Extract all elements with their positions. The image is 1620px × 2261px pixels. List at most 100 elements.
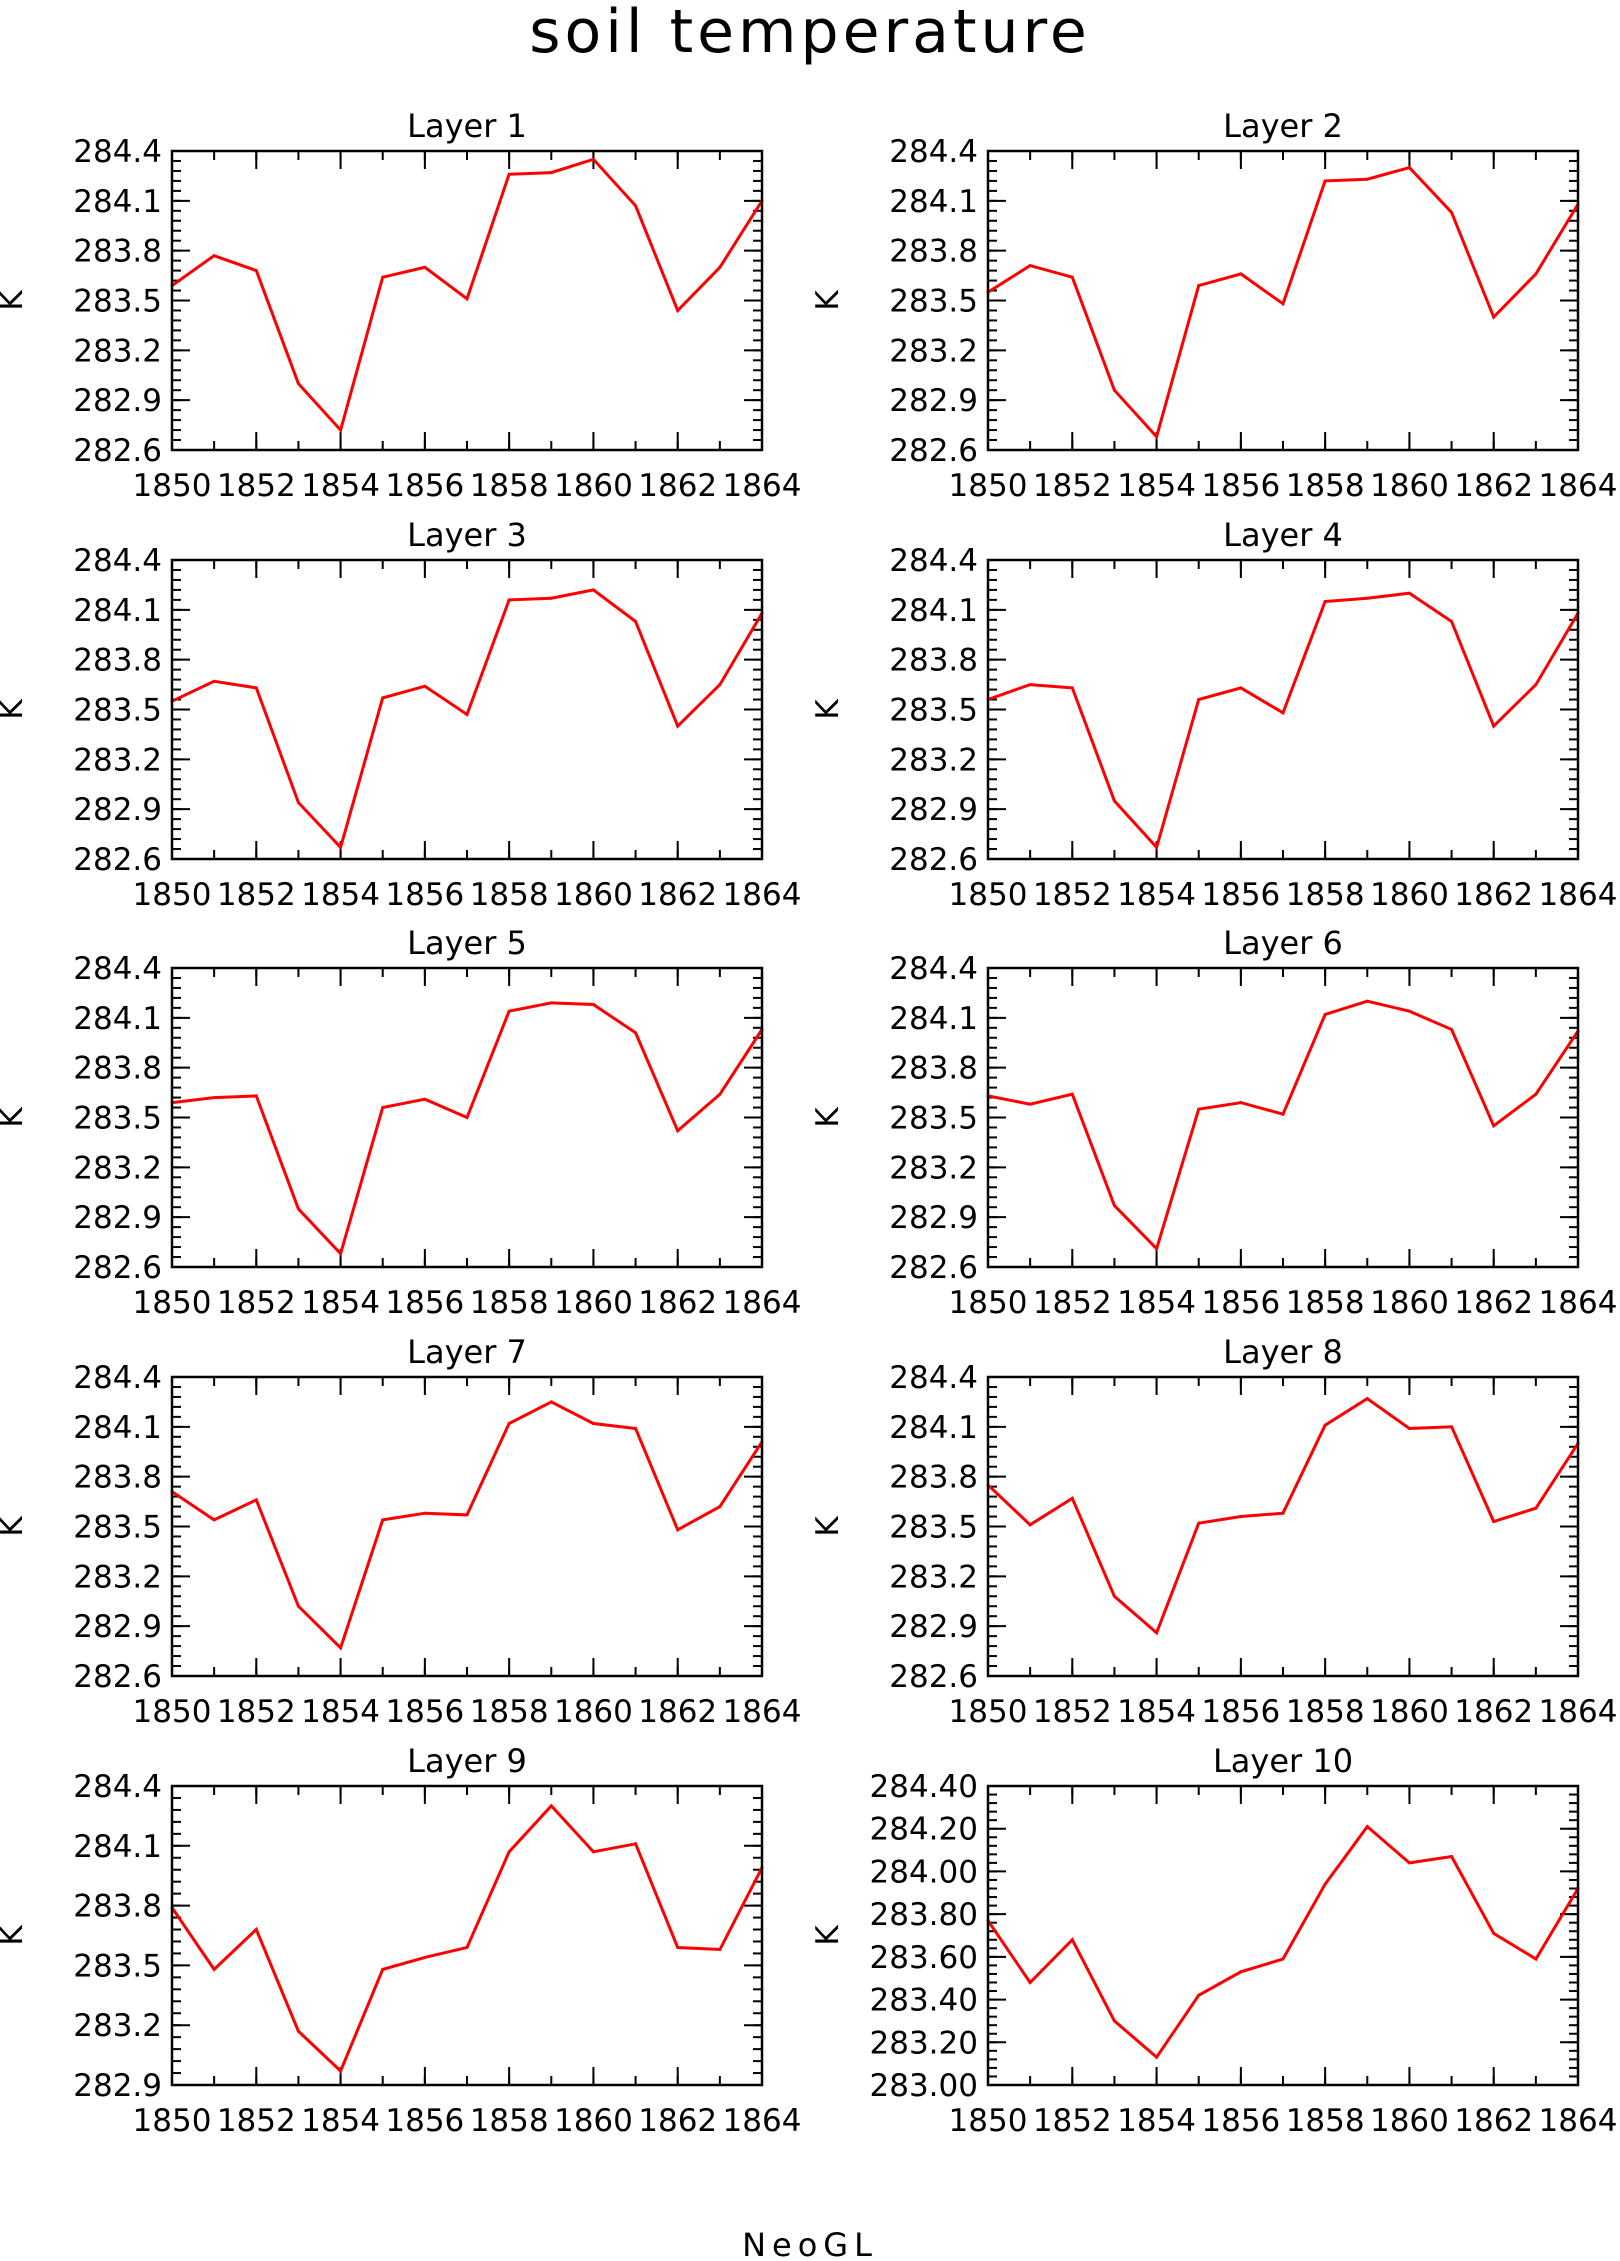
x-tick-label: 1864 xyxy=(723,2103,802,2139)
data-point xyxy=(1450,210,1454,214)
x-tick-label: 1854 xyxy=(1117,2103,1196,2139)
y-tick-label: 283.2 xyxy=(73,1150,162,1186)
y-tick-label: 283.8 xyxy=(889,643,978,679)
plot-frame xyxy=(170,1784,764,2087)
x-tick-label: 1856 xyxy=(1201,877,1280,913)
plot-frame xyxy=(170,558,764,861)
data-point xyxy=(1155,1247,1159,1251)
y-tick-label: 284.1 xyxy=(73,1829,162,1865)
data-point xyxy=(296,1604,300,1608)
x-tick-label: 1864 xyxy=(723,1285,802,1321)
series-line xyxy=(171,1400,764,1651)
x-tick-label: 1860 xyxy=(1370,877,1449,913)
y-tick-label: 282.9 xyxy=(73,383,162,419)
panel-layer-8: Layer 8 K 1850 1852 1854 1856 1858 1860 1862 1864… xyxy=(810,1333,1617,1730)
data-point xyxy=(296,1207,300,1211)
data-point xyxy=(1407,591,1411,595)
x-tick-label: 1862 xyxy=(1454,1694,1533,1730)
data-point xyxy=(1492,1931,1496,1935)
x-tick-label: 1850 xyxy=(133,1694,212,1730)
y-tick-label: 283.8 xyxy=(889,1051,978,1087)
data-point xyxy=(339,2069,343,2073)
y-tick-label: 284.4 xyxy=(889,543,978,579)
data-point xyxy=(1407,1426,1411,1430)
data-point xyxy=(1365,177,1369,181)
panel-layer-4: Layer 4 K 1850 1852 1854 1856 1858 1860 1862 1864… xyxy=(810,516,1617,913)
y-tick-label: 284.1 xyxy=(73,184,162,220)
panel-layer-9: Layer 9 K 18501852185418561858186018621864… xyxy=(0,1742,801,2139)
data-point xyxy=(591,1850,595,1854)
data-point xyxy=(591,157,595,161)
plot-frame xyxy=(986,1375,1580,1678)
series-line xyxy=(987,165,1580,440)
panels: Layer 1K18501852185418561858186018621864… xyxy=(0,107,1617,2139)
x-tick-label: 1864 xyxy=(1539,2103,1618,2139)
x-tick-label: 1858 xyxy=(1286,468,1365,504)
y-tick-label: 284.4 xyxy=(73,1769,162,1805)
y-tick-label: 284.00 xyxy=(870,1854,978,1890)
y-tick-label: 283.5 xyxy=(73,1510,162,1546)
x-tick-label: 1856 xyxy=(385,468,464,504)
data-point xyxy=(1281,1112,1285,1116)
x-tick-label: 1860 xyxy=(1370,2103,1449,2139)
series-line xyxy=(171,1001,764,1257)
y-tick-label: 283.5 xyxy=(889,693,978,729)
series-line xyxy=(987,591,1580,851)
data-point xyxy=(1155,845,1159,849)
x-tick-label: 1852 xyxy=(217,1285,296,1321)
x-tick-label: 1852 xyxy=(1033,468,1112,504)
panel-layer-5: Layer 5 K 18501852185418561858186018621864… xyxy=(0,924,801,1321)
x-tick-label: 1862 xyxy=(638,1285,717,1321)
data-point xyxy=(507,172,511,176)
y-tick-label: 283.2 xyxy=(889,1150,978,1186)
panel-title: Layer 4 xyxy=(1223,516,1343,554)
x-tick-label: 1856 xyxy=(385,877,464,913)
y-tick-label: 284.4 xyxy=(889,1360,978,1396)
data-point xyxy=(1534,1506,1538,1510)
data-point xyxy=(1407,166,1411,170)
data-point xyxy=(507,598,511,602)
x-tick-label: 1856 xyxy=(385,2103,464,2139)
x-tick-label: 1858 xyxy=(470,877,549,913)
panel-layer-3: Layer 3 K 18501852185418561858186018621864… xyxy=(0,516,801,913)
x-tick-label: 1852 xyxy=(217,2103,296,2139)
data-point xyxy=(212,679,216,683)
data-point xyxy=(1281,1957,1285,1961)
x-tick-label: 1856 xyxy=(1201,2103,1280,2139)
y-tick-label: 282.6 xyxy=(73,1250,162,1286)
y-tick-label: 282.6 xyxy=(889,842,978,878)
data-point xyxy=(591,588,595,592)
x-tick-label: 1860 xyxy=(554,1694,633,1730)
x-tick-label: 1856 xyxy=(1201,1694,1280,1730)
data-point xyxy=(1028,683,1032,687)
plot-frame xyxy=(986,558,1580,861)
data-point xyxy=(212,1967,216,1971)
y-tick-label: 283.5 xyxy=(73,284,162,320)
data-point xyxy=(1197,1521,1201,1525)
data-point xyxy=(1450,619,1454,623)
y-axis-label: K xyxy=(0,1516,30,1537)
y-tick-label: 284.1 xyxy=(73,1001,162,1037)
y-tick-label: 283.2 xyxy=(73,333,162,369)
panel-title: Layer 9 xyxy=(407,1742,527,1780)
panel-title: Layer 6 xyxy=(1223,924,1343,962)
data-point xyxy=(1197,1993,1201,1997)
data-point xyxy=(1365,1825,1369,1829)
y-tick-label: 283.5 xyxy=(73,1101,162,1137)
x-tick-label: 1850 xyxy=(133,877,212,913)
x-tick-label: 1860 xyxy=(554,877,633,913)
x-tick-label: 1858 xyxy=(1286,1694,1365,1730)
panel-title: Layer 5 xyxy=(407,924,527,962)
data-point xyxy=(676,1528,680,1532)
panel-layer-7: Layer 7 K 18501852185418561858186018621864… xyxy=(0,1333,801,1730)
data-point xyxy=(381,696,385,700)
y-tick-label: 284.4 xyxy=(73,134,162,170)
x-tick-label: 1862 xyxy=(1454,2103,1533,2139)
data-point xyxy=(254,686,258,690)
y-tick-label: 284.4 xyxy=(73,951,162,987)
data-point xyxy=(1239,272,1243,276)
data-point xyxy=(254,269,258,273)
data-point xyxy=(507,1009,511,1013)
y-tick-label: 283.8 xyxy=(889,1460,978,1496)
data-point xyxy=(1323,1013,1327,1017)
